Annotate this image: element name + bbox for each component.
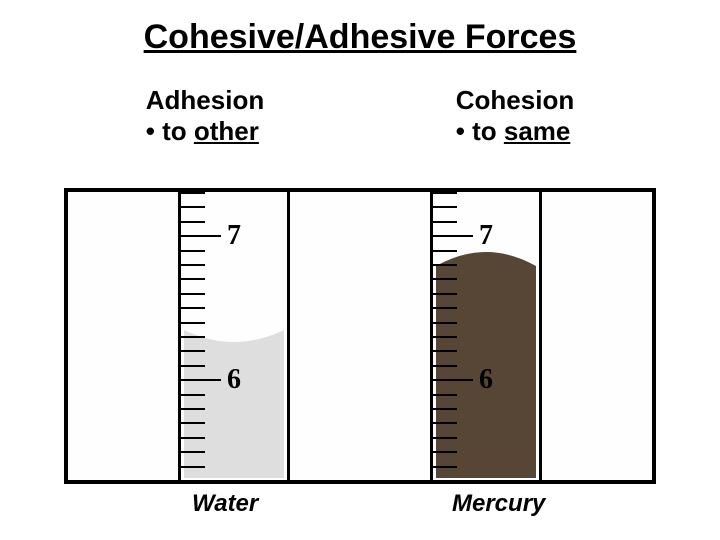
major-tick <box>433 379 473 381</box>
minor-tick <box>433 437 457 439</box>
adhesion-heading: Adhesion <box>146 85 264 116</box>
minor-tick <box>433 221 457 223</box>
adhesion-bullet-uword: other <box>194 116 259 146</box>
mercury-caption: Mercury <box>452 490 545 518</box>
minor-tick <box>181 451 205 453</box>
minor-tick <box>181 264 205 266</box>
subheadings-row: Adhesion • to other Cohesion • to same <box>0 85 720 147</box>
water-panel: 76 <box>68 192 360 480</box>
adhesion-block: Adhesion • to other <box>146 85 264 147</box>
title-text: Cohesive/Adhesive Forces <box>144 18 577 56</box>
minor-tick <box>181 221 205 223</box>
major-tick <box>181 235 221 237</box>
tick-label: 6 <box>227 364 241 396</box>
minor-tick <box>433 293 457 295</box>
minor-tick <box>181 350 205 352</box>
minor-tick <box>181 278 205 280</box>
minor-tick <box>181 322 205 324</box>
cohesion-bullet-uword: same <box>504 116 571 146</box>
minor-tick <box>433 206 457 208</box>
mercury-panel: 76 <box>360 192 652 480</box>
minor-tick <box>181 307 205 309</box>
adhesion-bullet-prefix: • to <box>146 116 194 146</box>
minor-tick <box>181 408 205 410</box>
minor-tick <box>433 394 457 396</box>
minor-tick <box>433 466 457 468</box>
water-caption: Water <box>192 490 258 518</box>
mercury-tube: 76 <box>430 190 542 482</box>
minor-tick <box>433 451 457 453</box>
mercury-ticks: 76 <box>433 190 539 482</box>
minor-tick <box>433 336 457 338</box>
minor-tick <box>181 437 205 439</box>
page-title: Cohesive/Adhesive Forces <box>0 0 720 57</box>
minor-tick <box>181 206 205 208</box>
minor-tick <box>433 264 457 266</box>
cohesion-block: Cohesion • to same <box>456 85 574 147</box>
tick-label: 7 <box>479 220 493 252</box>
figure-container: 76 76 <box>64 188 656 484</box>
minor-tick <box>181 422 205 424</box>
minor-tick <box>181 250 205 252</box>
cohesion-bullet-prefix: • to <box>456 116 504 146</box>
minor-tick <box>433 307 457 309</box>
major-tick <box>181 379 221 381</box>
adhesion-bullet: • to other <box>146 116 264 147</box>
minor-tick <box>181 293 205 295</box>
water-tube: 76 <box>178 190 290 482</box>
minor-tick <box>181 336 205 338</box>
water-ticks: 76 <box>181 190 287 482</box>
minor-tick <box>433 408 457 410</box>
major-tick <box>433 235 473 237</box>
minor-tick <box>433 350 457 352</box>
tick-label: 7 <box>227 220 241 252</box>
minor-tick <box>181 365 205 367</box>
minor-tick <box>433 365 457 367</box>
tick-label: 6 <box>479 364 493 396</box>
minor-tick <box>433 192 457 194</box>
minor-tick <box>433 250 457 252</box>
cohesion-heading: Cohesion <box>456 85 574 116</box>
minor-tick <box>181 466 205 468</box>
minor-tick <box>181 192 205 194</box>
minor-tick <box>433 422 457 424</box>
minor-tick <box>181 394 205 396</box>
minor-tick <box>433 322 457 324</box>
minor-tick <box>433 278 457 280</box>
cohesion-bullet: • to same <box>456 116 574 147</box>
